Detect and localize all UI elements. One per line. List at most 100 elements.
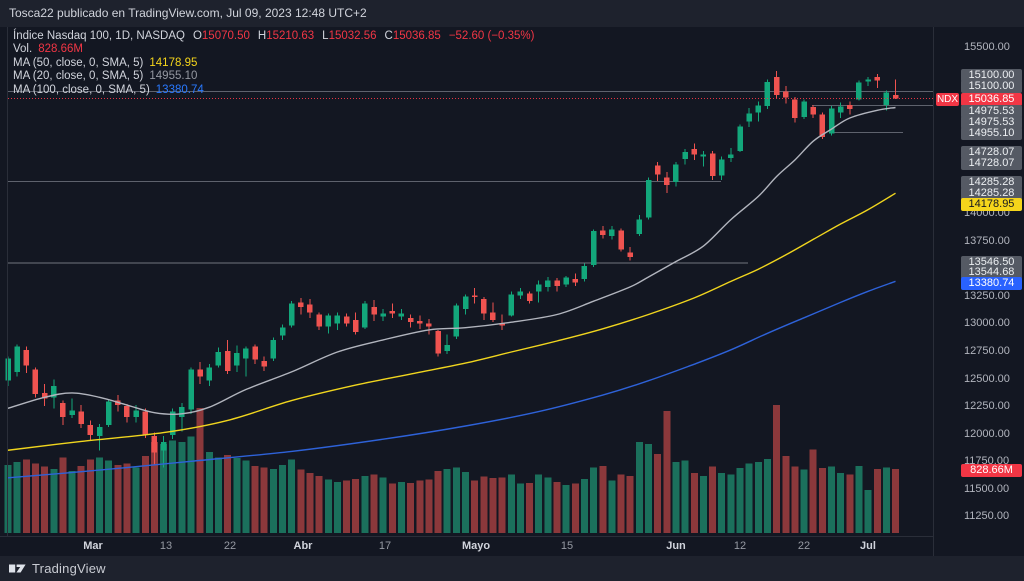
chart-area[interactable]: Índice Nasdaq 100, 1D, NASDAQ O15070.50 H1… xyxy=(0,27,1024,556)
candle-body xyxy=(709,153,716,176)
symbol-badge: NDX xyxy=(936,92,959,106)
time-tick-label: Mar xyxy=(83,540,103,552)
volume-bar xyxy=(809,449,817,533)
volume-bar xyxy=(361,475,369,533)
volume-bar xyxy=(580,478,588,533)
volume-bar xyxy=(196,407,204,533)
candle-body xyxy=(508,294,514,316)
volume-bar xyxy=(462,472,469,533)
tradingview-brand[interactable]: TradingView xyxy=(32,561,106,576)
candle-body xyxy=(78,411,84,424)
candle-body xyxy=(490,312,496,321)
candle-body xyxy=(179,407,185,418)
candle-body xyxy=(197,369,203,377)
price-axis-badge: 13380.74 xyxy=(961,277,1022,290)
volume-bar xyxy=(818,468,826,533)
legend-symbol-row[interactable]: Índice Nasdaq 100, 1D, NASDAQ O15070.50 H1… xyxy=(13,30,534,43)
candle-body xyxy=(737,126,743,152)
time-axis[interactable]: Mar1322Abr17Mayo15Jun1222Jul17 xyxy=(0,536,1024,556)
high-label: H xyxy=(257,30,267,42)
volume-bar xyxy=(86,459,94,533)
candle-body xyxy=(105,401,112,425)
volume-bar xyxy=(507,474,515,533)
candle-body xyxy=(426,323,432,327)
candle-body xyxy=(151,435,158,453)
candle-body xyxy=(481,299,487,314)
candle-body xyxy=(380,313,386,317)
candle-body xyxy=(691,148,697,155)
candle-body xyxy=(69,410,75,415)
candle-body xyxy=(627,252,633,258)
price-axis[interactable]: 15500.0015250.0015000.0014750.0014500.00… xyxy=(933,27,1024,556)
legend-ma100-row[interactable]: MA (100, close, 0, SMA, 5) 13380.74 xyxy=(13,84,534,97)
price-chart-canvas[interactable] xyxy=(0,27,933,536)
candle-body xyxy=(847,104,853,110)
volume-bar xyxy=(681,460,689,533)
volume-bar xyxy=(407,482,415,533)
volume-bar xyxy=(773,404,781,533)
price-tick-label: 12000.00 xyxy=(964,427,1010,440)
volume-bar xyxy=(562,485,570,533)
candle-body xyxy=(417,321,423,324)
legend-volume-row[interactable]: Vol. 828.66M xyxy=(13,43,534,56)
volume-bar xyxy=(77,465,85,533)
volume-bar xyxy=(526,482,534,533)
volume-bar xyxy=(388,483,396,533)
candle-body xyxy=(206,367,213,381)
volume-bar xyxy=(727,474,735,533)
open-label: O xyxy=(192,30,202,42)
candle-body xyxy=(673,164,679,183)
candle-body xyxy=(288,303,295,326)
ma50-value: 14178.95 xyxy=(149,56,198,69)
price-axis-badge: 14728.07 xyxy=(961,156,1022,170)
volume-bar xyxy=(800,469,808,533)
time-tick-label: 22 xyxy=(797,540,811,552)
volume-bar xyxy=(846,474,854,533)
candle-body xyxy=(618,230,624,250)
header-bar: Tosca22 publicado en TradingView.com, Ju… xyxy=(0,0,1024,27)
candle-body xyxy=(471,295,478,297)
candle-body xyxy=(718,159,725,176)
volume-bar xyxy=(41,466,49,533)
candle-body xyxy=(590,231,597,265)
volume-bar xyxy=(873,468,881,533)
candle-body xyxy=(453,305,460,337)
volume-bar xyxy=(553,482,561,533)
price-axis-badge: 828.66M xyxy=(961,463,1022,477)
volume-bar xyxy=(68,471,76,533)
volume-bar xyxy=(132,467,140,533)
price-axis-badge: 14728.07 xyxy=(961,145,1022,159)
close-label: C xyxy=(384,30,393,42)
volume-bar xyxy=(13,461,21,533)
candle-body xyxy=(462,296,469,309)
candle-body xyxy=(362,303,368,328)
legend-ma20-row[interactable]: MA (20, close, 0, SMA, 5) 14955.10 xyxy=(13,70,534,83)
time-tick-label: Jul xyxy=(860,540,876,552)
candle-body xyxy=(545,280,551,287)
candle-body xyxy=(32,369,39,394)
volume-bar xyxy=(242,460,250,533)
volume-bar xyxy=(178,441,186,533)
volume-bar xyxy=(269,468,277,533)
candle-body xyxy=(279,327,286,336)
ma100-label: MA (100, close, 0, SMA, 5) xyxy=(13,83,150,96)
time-tick-label: Mayo xyxy=(461,540,491,552)
volume-bar xyxy=(416,480,424,533)
ma20-value: 14955.10 xyxy=(149,70,198,83)
volume-bar xyxy=(279,465,286,533)
volume-bar xyxy=(837,472,845,533)
candle-body xyxy=(883,92,890,105)
volume-bar xyxy=(489,478,497,533)
candle-body xyxy=(865,79,871,82)
candle-body xyxy=(252,346,258,360)
volume-bar xyxy=(754,461,762,533)
symbol-title: Índice Nasdaq 100, 1D, NASDAQ xyxy=(13,30,185,42)
volume-bar xyxy=(745,463,753,533)
tradingview-logo-icon[interactable] xyxy=(9,562,26,575)
legend-ma50-row[interactable]: MA (50, close, 0, SMA, 5) 14178.95 xyxy=(13,57,534,70)
volume-bar xyxy=(214,457,222,533)
candle-body xyxy=(243,348,249,359)
volume-bar xyxy=(370,474,378,533)
footer-bar: TradingView xyxy=(0,556,1024,581)
